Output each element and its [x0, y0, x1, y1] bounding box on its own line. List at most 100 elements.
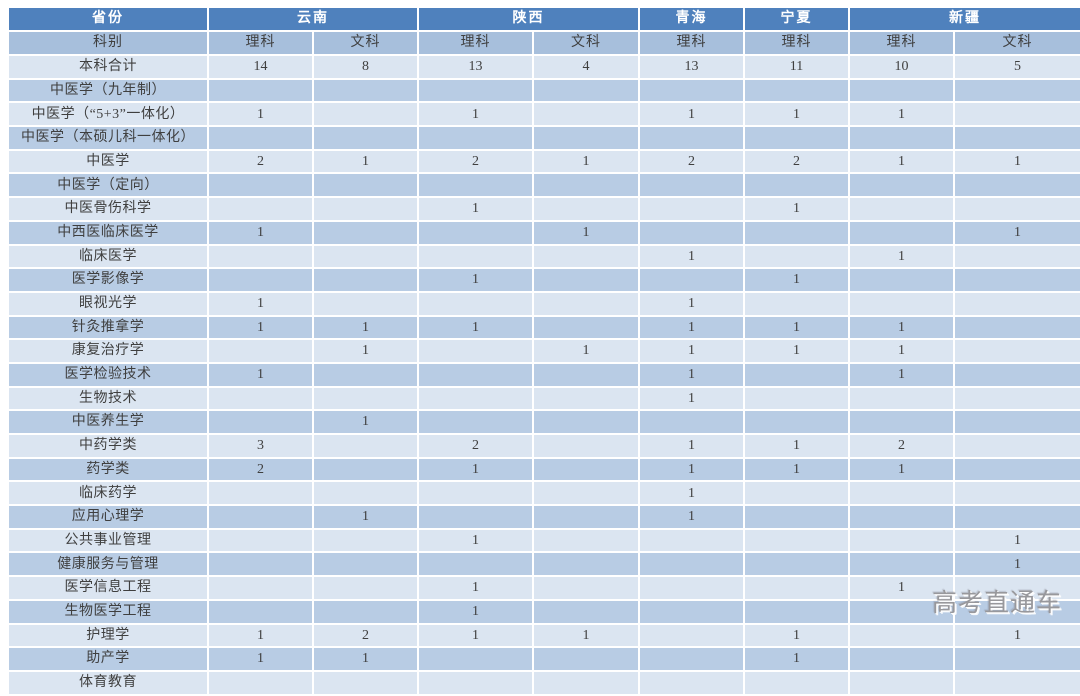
row-label: 中医学（本硕儿科一体化）	[7, 125, 209, 151]
value-cell: 2	[207, 456, 314, 483]
value-cell: 1	[532, 622, 640, 649]
row-label: 健康服务与管理	[7, 551, 209, 578]
table-row: 体育教育	[7, 669, 1080, 696]
value-cell: 1	[417, 101, 534, 128]
value-cell	[417, 338, 534, 364]
row-label: 中医学（九年制）	[7, 77, 209, 104]
value-cell	[417, 219, 534, 246]
row-label: 护理学	[7, 622, 209, 649]
value-cell	[638, 196, 745, 222]
value-cell: 1	[417, 196, 534, 222]
value-cell	[638, 219, 745, 246]
row-label: 中医养生学	[7, 409, 209, 435]
value-cell	[848, 504, 955, 530]
track-header-cell: 理科	[417, 30, 534, 56]
value-cell: 1	[532, 338, 640, 364]
value-cell	[532, 598, 640, 625]
value-cell: 1	[953, 622, 1080, 649]
table-row: 生物医学工程 1	[7, 598, 1080, 625]
value-cell	[953, 172, 1080, 199]
value-cell	[743, 290, 850, 317]
value-cell	[743, 385, 850, 412]
value-cell: 1	[207, 361, 314, 388]
value-cell	[207, 575, 314, 601]
table-row: 本科合计 14 8 13 4 13 11 10 5	[7, 54, 1080, 80]
table-row: 应用心理学 1 1	[7, 504, 1080, 530]
table-row: 中西医临床医学 1 1 1	[7, 219, 1080, 246]
value-cell: 1	[638, 243, 745, 270]
value-cell	[638, 172, 745, 199]
value-cell	[312, 527, 419, 554]
value-cell: 1	[638, 433, 745, 459]
row-label: 本科合计	[7, 54, 209, 80]
row-label: 康复治疗学	[7, 338, 209, 364]
row-label: 中医骨伤科学	[7, 196, 209, 222]
value-cell	[848, 219, 955, 246]
row-label: 中医学（定向）	[7, 172, 209, 199]
value-cell	[848, 196, 955, 222]
value-cell: 1	[638, 456, 745, 483]
value-cell: 1	[312, 148, 419, 175]
value-cell: 4	[532, 54, 640, 80]
value-cell	[532, 361, 640, 388]
value-cell	[207, 267, 314, 293]
value-cell	[312, 125, 419, 151]
value-cell	[848, 77, 955, 104]
value-cell	[312, 551, 419, 578]
value-cell	[417, 551, 534, 578]
value-cell	[848, 409, 955, 435]
row-label: 临床药学	[7, 480, 209, 507]
table-row: 公共事业管理 1 1	[7, 527, 1080, 554]
value-cell: 8	[312, 54, 419, 80]
value-cell	[312, 172, 419, 199]
value-cell: 1	[417, 314, 534, 341]
value-cell	[953, 290, 1080, 317]
value-cell	[417, 125, 534, 151]
value-cell: 2	[417, 148, 534, 175]
province-header-cell: 陕西	[417, 6, 640, 32]
value-cell	[953, 243, 1080, 270]
value-cell: 11	[743, 54, 850, 80]
value-cell	[417, 646, 534, 672]
value-cell	[417, 504, 534, 530]
value-cell: 1	[532, 148, 640, 175]
value-cell	[953, 267, 1080, 293]
value-cell	[207, 172, 314, 199]
province-header-cell: 宁夏	[743, 6, 850, 32]
value-cell	[953, 409, 1080, 435]
value-cell	[207, 243, 314, 270]
value-cell: 1	[207, 101, 314, 128]
row-label: 生物技术	[7, 385, 209, 412]
value-cell: 1	[953, 148, 1080, 175]
value-cell: 1	[848, 575, 955, 601]
value-cell	[638, 646, 745, 672]
value-cell: 1	[417, 598, 534, 625]
value-cell	[312, 243, 419, 270]
value-cell	[638, 409, 745, 435]
province-header-row: 省份 云南 陕西 青海 宁夏 新疆	[7, 6, 1080, 32]
value-cell: 1	[312, 646, 419, 672]
value-cell	[953, 125, 1080, 151]
value-cell: 1	[417, 527, 534, 554]
table-row: 中医骨伤科学 1 1	[7, 196, 1080, 222]
value-cell	[312, 575, 419, 601]
table-row: 中医学（本硕儿科一体化）	[7, 125, 1080, 151]
value-cell	[953, 361, 1080, 388]
value-cell	[417, 669, 534, 696]
value-cell	[848, 172, 955, 199]
value-cell: 1	[312, 338, 419, 364]
value-cell: 1	[638, 504, 745, 530]
table-body: 本科合计 14 8 13 4 13 11 10 5 中医学（九年制） 中医学（“5+3”一体化） 1 1…	[7, 54, 1080, 696]
value-cell: 1	[532, 219, 640, 246]
value-cell	[312, 385, 419, 412]
row-label: 医学检验技术	[7, 361, 209, 388]
track-header-cell: 文科	[953, 30, 1080, 56]
table-row: 眼视光学 1 1	[7, 290, 1080, 317]
value-cell	[532, 314, 640, 341]
value-cell	[417, 385, 534, 412]
row-label: 医学信息工程	[7, 575, 209, 601]
value-cell	[953, 385, 1080, 412]
value-cell	[848, 385, 955, 412]
value-cell: 1	[743, 338, 850, 364]
table-row: 医学影像学 1 1	[7, 267, 1080, 293]
